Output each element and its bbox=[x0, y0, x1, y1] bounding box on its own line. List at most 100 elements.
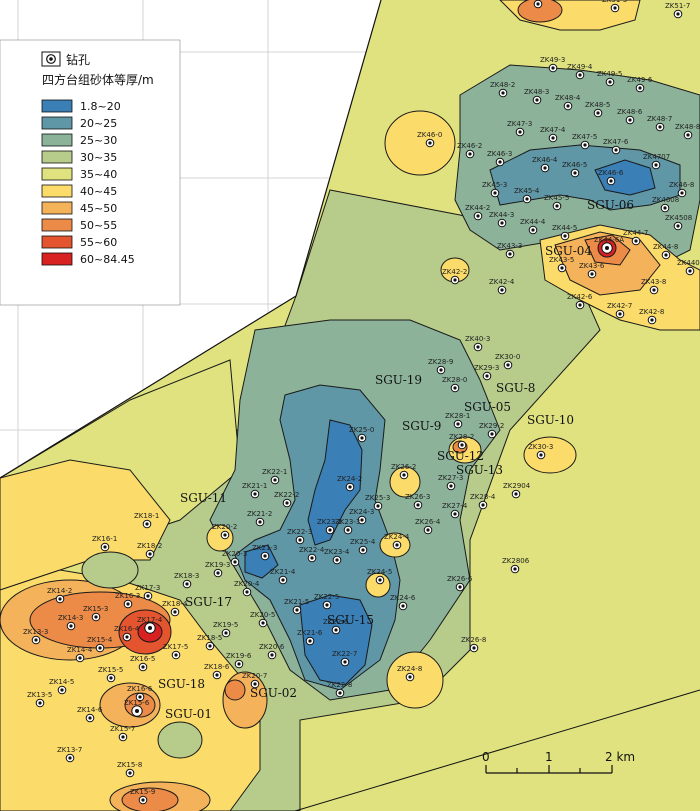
well-zk51-7[interactable]: ZK51-7 bbox=[665, 2, 690, 19]
well-zk24-6[interactable]: ZK24-6 bbox=[390, 594, 416, 611]
well-zk48-3[interactable]: ZK48-3 bbox=[524, 88, 549, 105]
well-zk48-6[interactable]: ZK48-6 bbox=[617, 108, 643, 125]
well-zk42-8[interactable]: ZK42-8 bbox=[639, 308, 664, 325]
well-zk48-8[interactable]: ZK48-8 bbox=[675, 123, 700, 140]
well-zk28-4[interactable]: ZK28-4 bbox=[470, 493, 496, 510]
well-zk21-6[interactable]: ZK21-6 bbox=[297, 629, 323, 646]
well-zk23-3[interactable]: ZK23-3 bbox=[335, 518, 360, 535]
well-zk30-0[interactable]: ZK30-0 bbox=[495, 353, 520, 370]
well-zk24-5[interactable]: ZK24-5 bbox=[367, 568, 392, 585]
well-zk46-6[interactable]: ZK46-6 bbox=[598, 169, 624, 186]
well-zk15-7[interactable]: ZK15-7 bbox=[110, 725, 135, 742]
well-zk46-2[interactable]: ZK46-2 bbox=[457, 142, 482, 159]
well-zk42-6[interactable]: ZK42-6 bbox=[567, 293, 593, 310]
well-zk18-3[interactable]: ZK18-3 bbox=[174, 572, 199, 589]
well-zk22-7[interactable]: ZK22-7 bbox=[332, 650, 357, 667]
well-zk22-4[interactable]: ZK22-4 bbox=[299, 546, 325, 563]
well-zk14-2[interactable]: ZK14-2 bbox=[47, 587, 72, 604]
well-zk20-5[interactable]: ZK20-5 bbox=[250, 611, 275, 628]
well-zk49-4[interactable]: ZK49-4 bbox=[567, 63, 593, 80]
well-zk4409[interactable]: ZK4409 bbox=[677, 259, 700, 276]
well-zk22-1[interactable]: ZK22-1 bbox=[262, 468, 287, 485]
well-zk44-6a[interactable]: ZK44-6A bbox=[594, 236, 624, 254]
well-zk44-7[interactable]: ZK44-7 bbox=[623, 229, 648, 246]
well-zk18-2[interactable]: ZK18-2 bbox=[137, 542, 162, 559]
well-zk2806[interactable]: ZK2806 bbox=[502, 557, 530, 574]
well-zk21-2[interactable]: ZK21-2 bbox=[247, 510, 272, 527]
well-zk45-4[interactable]: ZK45-4 bbox=[514, 187, 540, 204]
well-zk44-3[interactable]: ZK44-3 bbox=[489, 211, 514, 228]
well-zk48-5[interactable]: ZK48-5 bbox=[585, 101, 610, 118]
well-zk14-6[interactable]: ZK14-6 bbox=[77, 706, 103, 723]
well-zk42-2[interactable]: ZK42-2 bbox=[442, 268, 467, 285]
well-zk20-7[interactable]: ZK20-7 bbox=[242, 672, 267, 689]
well-zk18-1[interactable]: ZK18-1 bbox=[134, 512, 159, 529]
well-zk25-3[interactable]: ZK25-3 bbox=[365, 494, 390, 511]
well-zk46-4[interactable]: ZK46-4 bbox=[532, 156, 558, 173]
well-zk18-4[interactable]: ZK18-4 bbox=[162, 600, 188, 617]
well-zk23-4[interactable]: ZK23-4 bbox=[324, 548, 350, 565]
well-zk14-5[interactable]: ZK14-5 bbox=[49, 678, 74, 695]
well-zk24-2[interactable]: ZK24-2 bbox=[337, 475, 362, 492]
well-zk46-3[interactable]: ZK46-3 bbox=[487, 150, 512, 167]
well-zk21-1[interactable]: ZK21-1 bbox=[242, 482, 267, 499]
well-zk17-5[interactable]: ZK17-5 bbox=[163, 643, 188, 660]
well-zk23-2[interactable]: ZK23-2 bbox=[317, 518, 342, 535]
well-zk30-3[interactable]: ZK30-3 bbox=[528, 443, 553, 460]
well-zk45-5[interactable]: ZK45-5 bbox=[544, 194, 569, 211]
well-zk51-5[interactable]: ZK51-5 bbox=[602, 0, 627, 13]
well-zk4508[interactable]: ZK4508 bbox=[665, 214, 692, 231]
well-zk17-4[interactable]: ZK17-4 bbox=[137, 616, 163, 634]
well-zk27-4[interactable]: ZK27-4 bbox=[442, 502, 468, 519]
well-zk2904[interactable]: ZK2904 bbox=[503, 482, 531, 499]
well-zk28-1[interactable]: ZK28-1 bbox=[445, 412, 470, 429]
well-zk16-1[interactable]: ZK16-1 bbox=[92, 535, 117, 552]
well-zk43-6[interactable]: ZK43-6 bbox=[579, 262, 605, 279]
well-zk20-6[interactable]: ZK20-6 bbox=[259, 643, 285, 660]
well-zk47-4[interactable]: ZK47-4 bbox=[540, 126, 566, 143]
well-zk45-3[interactable]: ZK45-3 bbox=[482, 181, 507, 198]
well-zk16-6[interactable]: ZK16-6 bbox=[127, 685, 153, 702]
well-zk13-3[interactable]: ZK13-3 bbox=[23, 628, 48, 645]
well-zk47-5[interactable]: ZK47-5 bbox=[572, 133, 597, 150]
well-zk42-4[interactable]: ZK42-4 bbox=[489, 278, 515, 295]
well-zk29-2[interactable]: ZK29-2 bbox=[479, 422, 504, 439]
well-zk26-3[interactable]: ZK26-3 bbox=[405, 493, 430, 510]
well-zk44-2[interactable]: ZK44-2 bbox=[465, 204, 490, 221]
well-zk13-7[interactable]: ZK13-7 bbox=[57, 746, 82, 763]
well-zk17-3[interactable]: ZK17-3 bbox=[135, 584, 160, 601]
well-zk15-4[interactable]: ZK15-4 bbox=[87, 636, 113, 653]
well-zk49-6[interactable]: ZK49-6 bbox=[627, 76, 653, 93]
well-zk46-0[interactable]: ZK46-0 bbox=[417, 131, 442, 148]
well-zk49-3[interactable]: ZK49-3 bbox=[540, 56, 565, 73]
well-zk22-2[interactable]: ZK22-2 bbox=[274, 491, 299, 508]
well-zk20-3[interactable]: ZK20-3 bbox=[222, 550, 247, 567]
well-zk44-5[interactable]: ZK44-5 bbox=[552, 224, 577, 241]
well-zk24-3[interactable]: ZK24-3 bbox=[349, 508, 374, 525]
well-zk22-3[interactable]: ZK22-3 bbox=[287, 528, 312, 545]
well-zk25-4[interactable]: ZK25-4 bbox=[350, 538, 376, 555]
well-zk46-5[interactable]: ZK46-5 bbox=[562, 161, 587, 178]
well-zk28-2[interactable]: ZK28-2 bbox=[449, 433, 474, 450]
well-zk15-5[interactable]: ZK15-5 bbox=[98, 666, 123, 683]
well-zk16-3[interactable]: ZK16-3 bbox=[115, 592, 140, 609]
well-zk27-3[interactable]: ZK27-3 bbox=[438, 474, 463, 491]
well-zk4707[interactable]: ZK4707 bbox=[643, 153, 670, 170]
well-zk26-4[interactable]: ZK26-4 bbox=[415, 518, 441, 535]
well-zk20-2[interactable]: ZK20-2 bbox=[212, 523, 237, 540]
well-zk48-4[interactable]: ZK48-4 bbox=[555, 94, 581, 111]
well-zk25-0[interactable]: ZK25-0 bbox=[349, 426, 374, 443]
well-zk22-5[interactable]: ZK22-5 bbox=[314, 593, 339, 610]
well-zk15-6[interactable]: ZK15-6 bbox=[124, 699, 150, 717]
well-zk19-6[interactable]: ZK19-6 bbox=[226, 652, 252, 669]
well-zk15-9[interactable]: ZK15-9 bbox=[130, 788, 155, 805]
well-zk21-4[interactable]: ZK21-4 bbox=[270, 568, 296, 585]
well-zk46-8[interactable]: ZK46-8 bbox=[669, 181, 694, 198]
well-zk29-3[interactable]: ZK29-3 bbox=[474, 364, 499, 381]
well-zk22-8[interactable]: ZK22-8 bbox=[327, 681, 352, 698]
well-zk28-9[interactable]: ZK28-9 bbox=[428, 358, 453, 375]
well-zk43-3[interactable]: ZK43-3 bbox=[497, 242, 522, 259]
well-zk26-8[interactable]: ZK26-8 bbox=[461, 636, 486, 653]
well-zk43-8[interactable]: ZK43-8 bbox=[641, 278, 666, 295]
well-zk16-5[interactable]: ZK16-5 bbox=[130, 655, 155, 672]
